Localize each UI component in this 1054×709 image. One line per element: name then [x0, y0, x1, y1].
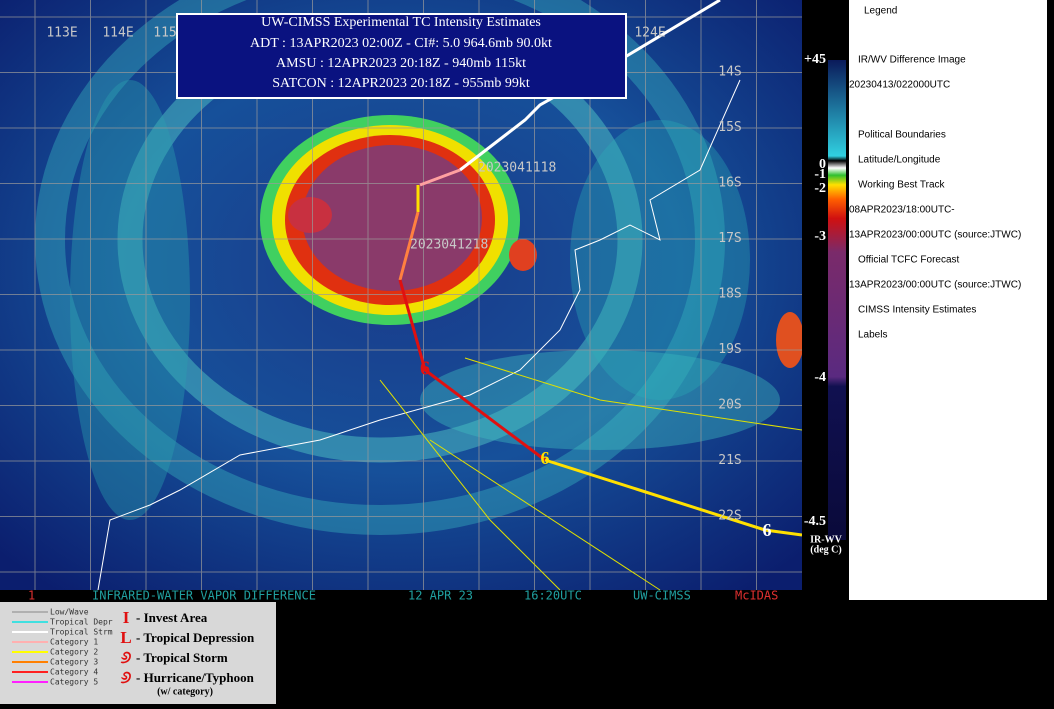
- key-line-label: Category 3: [50, 658, 98, 667]
- lat-label: 18S: [718, 287, 741, 302]
- legend-item: Labels: [858, 330, 887, 341]
- track-label: 2023041118: [478, 161, 556, 176]
- key-line-label: Tropical Depr: [50, 618, 113, 627]
- key-line-label: Category 1: [50, 638, 98, 647]
- key-glyph: L: [120, 628, 131, 647]
- legend-item: IR/WV Difference Image: [858, 55, 966, 66]
- key-symbol-label: - Tropical Storm: [136, 650, 228, 665]
- key-glyph: ୬: [121, 668, 132, 687]
- key-glyph: I: [123, 608, 130, 627]
- legend-item: CIMSS Intensity Estimates: [858, 305, 976, 316]
- coastline: [97, 79, 741, 591]
- svg-text:6: 6: [420, 358, 430, 380]
- lon-label: 115: [153, 26, 176, 41]
- colorbar-label: +45: [804, 52, 826, 67]
- info-box: [176, 13, 627, 99]
- lat-label: 15S: [718, 120, 741, 135]
- status-text: 1: [28, 589, 35, 603]
- key-line-label: Category 4: [50, 668, 98, 677]
- track-label: 2023041218: [410, 238, 488, 253]
- colorbar-unit: (deg C): [810, 544, 841, 555]
- svg-text:6: 6: [763, 520, 772, 540]
- lon-label: 124E: [634, 26, 665, 41]
- legend: Legend IR/WV Difference Image 20230413/022…: [849, 6, 1021, 341]
- info-line: AMSU : 12APR2023 20:18Z - 940mb 115kt: [276, 56, 526, 71]
- lat-label: 20S: [718, 398, 741, 413]
- legend-item: Latitude/Longitude: [858, 155, 941, 166]
- colorbar-label: -2: [814, 181, 826, 196]
- status-text: UW-CIMSS: [633, 589, 691, 603]
- colorbar-label: -4.5: [804, 514, 826, 529]
- legend-item: Official TCFC Forecast: [858, 255, 960, 266]
- lat-label: 14S: [718, 65, 741, 80]
- colorbar-label: -3: [814, 229, 826, 244]
- svg-text:6: 6: [541, 448, 550, 468]
- lat-label: 22S: [718, 509, 741, 524]
- track: 6 6 6: [379, 0, 803, 591]
- colorbar: [828, 60, 846, 540]
- key-line-label: Tropical Strm: [50, 628, 113, 637]
- colorbar-unit: IR-WV: [810, 534, 842, 545]
- status-text: McIDAS: [735, 589, 778, 603]
- status-text: INFRARED-WATER VAPOR DIFFERENCE: [92, 589, 316, 603]
- legend-item: 20230413/022000UTC: [849, 80, 950, 91]
- status-bar: 1 INFRARED-WATER VAPOR DIFFERENCE 12 APR 2…: [28, 589, 778, 603]
- key-line-label: Low/Wave: [50, 608, 89, 617]
- legend-item: 08APR2023/18:00UTC-: [849, 205, 955, 216]
- colorbar-labels: +45 0-1-2 -3 -4 -4.5 IR-WV(deg C): [804, 52, 843, 555]
- key-note: (w/ category): [157, 686, 213, 697]
- colorbar-label: -4: [814, 370, 826, 385]
- legend-panel: [849, 0, 1047, 600]
- colorbar-label: 0: [819, 157, 826, 172]
- lat-label: 16S: [718, 176, 741, 191]
- lat-label: 17S: [718, 231, 741, 246]
- key-line-label: Category 2: [50, 648, 98, 657]
- legend-item: Working Best Track: [858, 180, 946, 191]
- key-glyph: ୬: [121, 648, 132, 667]
- key-symbol-label: - Invest Area: [136, 610, 208, 625]
- info-lines: ADT : 13APR2023 02:00Z - CI#: 5.0 964.6m…: [250, 36, 552, 91]
- map-labels: 113E 114E 115 124E 14S 15S 16S 17S 18S 19S 20S 21S 2…: [46, 26, 741, 524]
- status-text: 12 APR 23: [408, 589, 473, 603]
- key-symbol-label: - Hurricane/Typhoon: [136, 670, 255, 685]
- info-line: ADT : 13APR2023 02:00Z - CI#: 5.0 964.6m…: [250, 36, 552, 51]
- info-line: SATCON : 12APR2023 20:18Z - 955mb 99kt: [272, 76, 530, 91]
- info-title: UW-CIMSS Experimental TC Intensity Estim…: [261, 15, 541, 30]
- lat-label: 21S: [718, 453, 741, 468]
- lat-label: 19S: [718, 342, 741, 357]
- key-line-label: Category 5: [50, 678, 98, 687]
- lon-label: 114E: [102, 26, 133, 41]
- lon-label: 113E: [46, 26, 77, 41]
- legend-item: 13APR2023/00:00UTC (source:JTWC): [849, 280, 1021, 291]
- legend-item: Political Boundaries: [858, 130, 946, 141]
- legend-title: Legend: [864, 6, 897, 17]
- lat-lon-grid: [0, 0, 813, 590]
- status-text: 16:20UTC: [524, 589, 582, 603]
- legend-item: 13APR2023/00:00UTC (source:JTWC): [849, 230, 1021, 241]
- key-symbol-label: - Tropical Depression: [136, 630, 255, 645]
- colorbar-label: -1: [814, 167, 826, 182]
